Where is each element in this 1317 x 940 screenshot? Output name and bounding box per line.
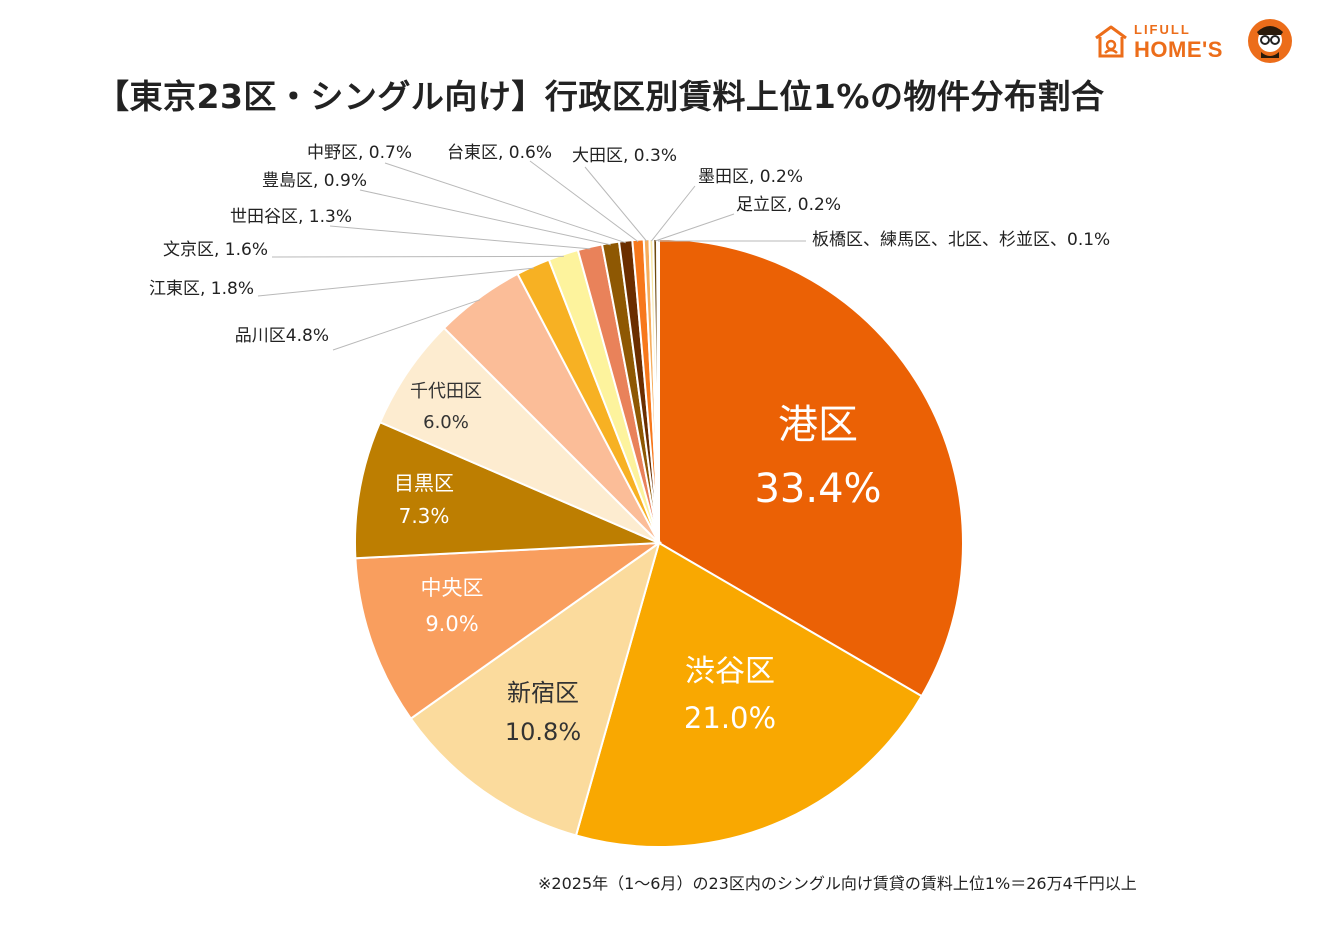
leader-line-6: [332, 299, 481, 351]
slice-label-name-4: 目黒区: [394, 471, 454, 495]
leader-line-11: [384, 162, 627, 244]
slice-label-name-2: 新宿区: [507, 679, 579, 707]
slice-label-10: 豊島区, 0.9%: [262, 171, 367, 191]
slice-label-name-3: 中央区: [421, 576, 484, 600]
leader-line-15: [655, 213, 735, 242]
logo-brand-big: HOME'S: [1134, 37, 1223, 62]
slice-label-16: 板橋区、練馬区、北区、杉並区、0.1%: [812, 230, 1110, 250]
slice-label-value-4: 7.3%: [399, 504, 450, 528]
house-icon: [1095, 25, 1127, 58]
slice-label-11: 中野区, 0.7%: [307, 143, 412, 163]
lifull-homes-logo: LIFULL HOME'S: [1092, 18, 1297, 66]
slice-label-6: 品川区4.8%: [235, 326, 329, 346]
pie-slice-0: [658, 237, 964, 698]
slice-label-value-5: 6.0%: [423, 412, 469, 433]
footnote: ※2025年（1〜6月）の23区内のシングル向け賃貸の賃料上位1%＝26万4千円…: [538, 874, 1137, 893]
pie-slice-3: [354, 541, 663, 720]
logo-brand-small: LIFULL: [1134, 22, 1191, 37]
leader-line-10: [359, 189, 611, 246]
leader-line-9: [329, 225, 591, 250]
leader-line-14: [651, 185, 696, 242]
chart-title: 【東京23区・シングル向け】行政区別賃料上位1%の物件分布割合: [96, 77, 1105, 116]
leader-line-7: [257, 267, 534, 297]
leader-line-8: [271, 255, 564, 258]
leader-line-12: [529, 160, 639, 243]
leader-line-13: [584, 166, 648, 242]
slice-label-14: 墨田区, 0.2%: [698, 167, 803, 187]
slice-label-7: 江東区, 1.8%: [149, 279, 254, 299]
slice-label-value-3: 9.0%: [425, 612, 478, 636]
slice-label-8: 文京区, 1.6%: [163, 240, 268, 260]
slice-label-value-2: 10.8%: [505, 718, 581, 746]
slice-label-9: 世田谷区, 1.3%: [230, 207, 352, 227]
slice-label-name-1: 渋谷区: [685, 654, 775, 689]
slice-label-value-0: 33.4%: [754, 466, 881, 512]
slice-label-15: 足立区, 0.2%: [736, 195, 841, 215]
pie-slice-4: [354, 420, 660, 560]
slice-label-name-0: 港区: [778, 402, 858, 448]
pie-slice-2: [409, 540, 661, 837]
pie-slice-1: [574, 541, 924, 848]
slice-label-12: 台東区, 0.6%: [447, 143, 552, 163]
slice-label-value-1: 21.0%: [684, 701, 776, 735]
slice-label-name-5: 千代田区: [410, 381, 482, 402]
pie-slice-16: [656, 237, 660, 544]
slice-label-13: 大田区, 0.3%: [572, 146, 677, 166]
mascot-icon: [1248, 19, 1292, 63]
